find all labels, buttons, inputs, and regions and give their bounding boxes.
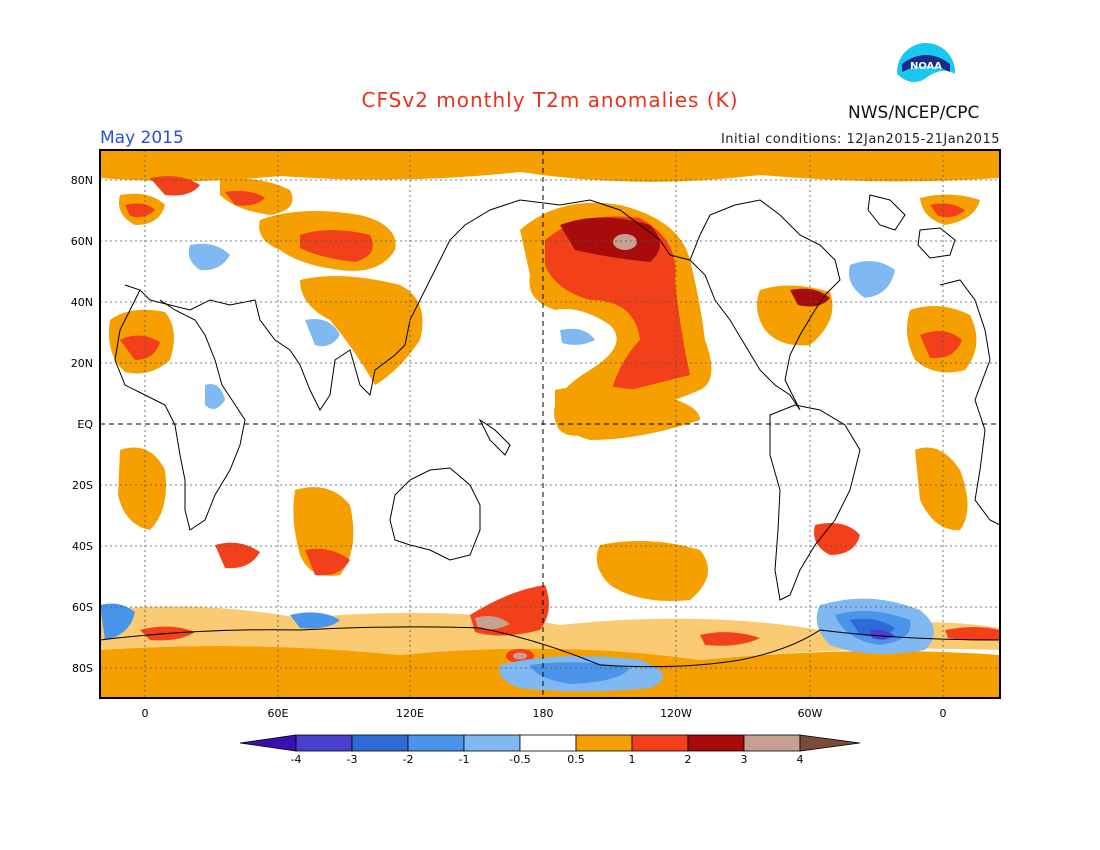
colorbar-label: 4 bbox=[797, 753, 804, 766]
colorbar-label: 1 bbox=[629, 753, 636, 766]
colorbar-swatch bbox=[631, 734, 689, 752]
map-frame bbox=[99, 149, 1001, 699]
colorbar-swatch bbox=[463, 734, 521, 752]
lat-label: 20N bbox=[71, 357, 93, 370]
colorbar-label: 0.5 bbox=[567, 753, 585, 766]
lon-label: 0 bbox=[142, 707, 149, 720]
forecast-month-label: May 2015 bbox=[100, 128, 184, 148]
colorbar-min-arrow bbox=[239, 734, 297, 752]
lat-label: 60S bbox=[72, 601, 93, 614]
lon-label: 0 bbox=[940, 707, 947, 720]
lat-label: 40S bbox=[72, 540, 93, 553]
lon-label: 120E bbox=[396, 707, 424, 720]
lon-label: 60W bbox=[798, 707, 823, 720]
lat-label: 60N bbox=[71, 235, 93, 248]
lat-label: 40N bbox=[71, 296, 93, 309]
lat-label: 80N bbox=[71, 174, 93, 187]
colorbar-label: -0.5 bbox=[509, 753, 530, 766]
latitude-labels: 80N 60N 40N 20N EQ 20S 40S 60S 80S bbox=[71, 174, 94, 675]
svg-text:NOAA: NOAA bbox=[910, 61, 942, 72]
initial-conditions-label: Initial conditions: 12Jan2015-21Jan2015 bbox=[720, 132, 1000, 147]
lon-label: 60E bbox=[268, 707, 289, 720]
colorbar-swatch bbox=[519, 734, 577, 752]
lon-label: 180 bbox=[533, 707, 554, 720]
colorbar-label: 2 bbox=[685, 753, 692, 766]
lat-label: 80S bbox=[72, 662, 93, 675]
colorbar-swatch bbox=[687, 734, 745, 752]
colorbar-label: -3 bbox=[347, 753, 358, 766]
organization-label: NWS/NCEP/CPC bbox=[848, 103, 980, 123]
colorbar-max-arrow bbox=[799, 734, 861, 752]
colorbar-label: -4 bbox=[291, 753, 302, 766]
colorbar-swatch bbox=[295, 734, 353, 752]
coastlines bbox=[99, 194, 1001, 668]
lat-label: EQ bbox=[77, 418, 93, 431]
colorbar-swatch bbox=[407, 734, 465, 752]
colorbar-swatch bbox=[743, 734, 801, 752]
lon-label: 120W bbox=[660, 707, 692, 720]
colorbar bbox=[239, 734, 861, 752]
equator-dateline bbox=[100, 150, 1000, 698]
colorbar-label: -1 bbox=[459, 753, 470, 766]
colorbar-swatch bbox=[351, 734, 409, 752]
colorbar-label: -2 bbox=[403, 753, 414, 766]
colorbar-swatch bbox=[575, 734, 633, 752]
longitude-labels: 0 60E 120E 180 120W 60W 0 bbox=[142, 707, 947, 720]
anomaly-arctic-band bbox=[100, 150, 1000, 182]
colorbar-label: 3 bbox=[741, 753, 748, 766]
noaa-logo: NOAA bbox=[897, 43, 955, 102]
map-title: CFSv2 monthly T2m anomalies (K) bbox=[361, 88, 739, 112]
colorbar-labels: -4 -3 -2 -1 -0.5 0.5 1 2 3 4 bbox=[291, 753, 804, 766]
graticule bbox=[100, 150, 1000, 698]
lat-label: 20S bbox=[72, 479, 93, 492]
